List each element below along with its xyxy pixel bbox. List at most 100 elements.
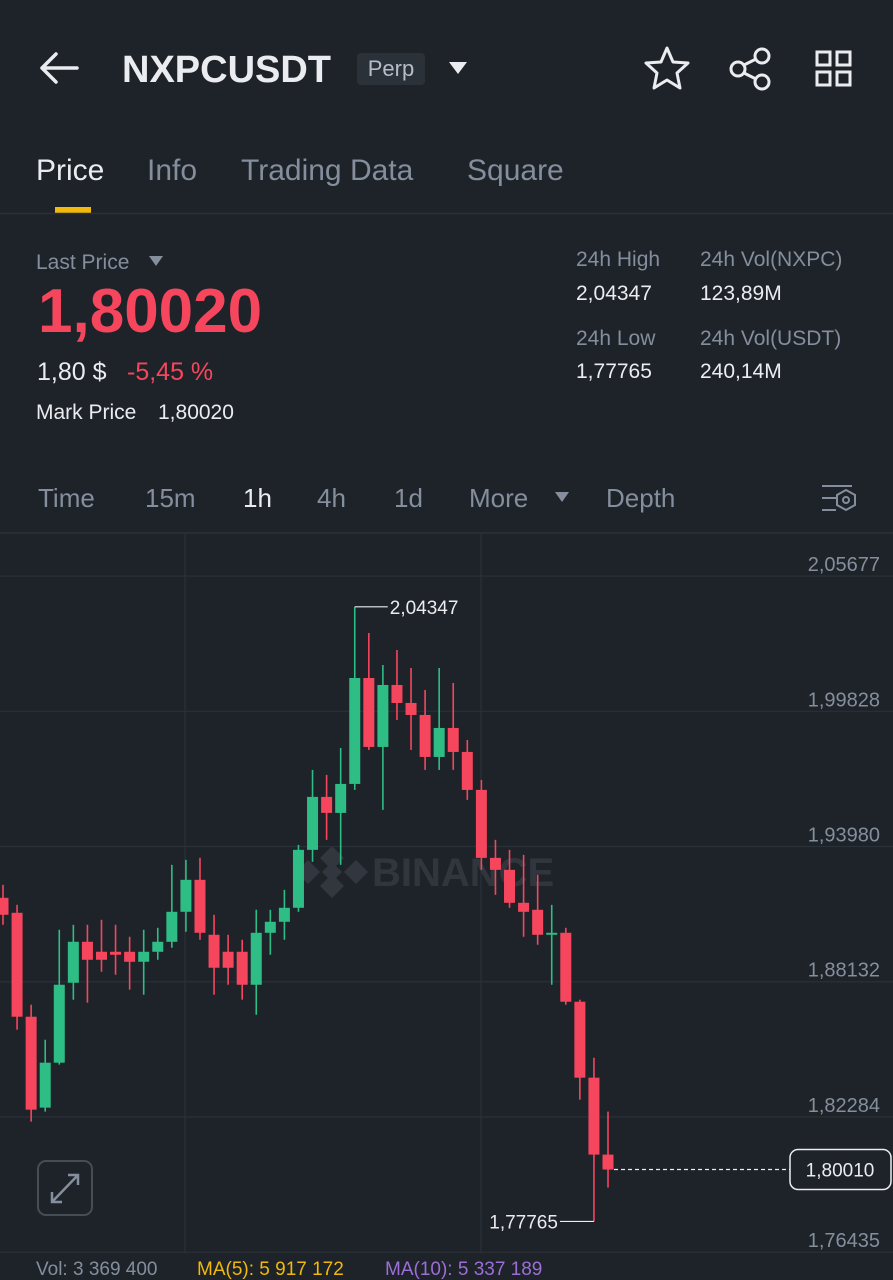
candle-body [489,857,501,870]
candle-body [349,677,361,784]
watermark-logo [296,846,368,898]
low-label: 24h Low [576,327,656,350]
y-tick-label: 1,99828 [808,689,880,711]
menu-icon[interactable] [815,50,852,87]
badge-bg [357,53,425,85]
symbol[interactable]: NXPCUSDT [122,49,331,91]
candle-body [25,1016,37,1110]
ma10-label: MA(10): 5 337 189 [385,1259,542,1280]
ma5-label: MA(5): 5 917 172 [197,1259,344,1280]
vol-quote-value: 240,14M [700,360,782,383]
candle-body [588,1077,600,1155]
candle-body [53,984,65,1063]
low-value: 1,77765 [576,360,652,383]
interval[interactable]: 1h [243,483,272,513]
candle-body [81,941,93,960]
vol-quote-label: 24h Vol(USDT) [700,327,841,350]
candle-body [335,783,347,813]
candle-body [602,1154,614,1170]
candle-body [391,684,403,703]
interval[interactable]: 4h [317,483,346,513]
candle-body [166,911,178,942]
mark-price: 1,80020 [158,401,234,424]
candle-body [236,951,248,985]
candle-body [461,751,473,790]
candle-body [321,796,333,813]
vol-base-value: 123,89M [700,282,782,305]
y-tick-label: 1,76435 [808,1230,880,1252]
candle-body [194,879,206,933]
candle-body [222,951,234,968]
candle-body [560,932,572,1002]
candle-body [447,727,459,752]
tab[interactable]: Trading Data [241,154,414,187]
candle-body [307,796,319,850]
high-label: 24h High [576,248,660,271]
candle-body [67,941,79,983]
candle-body [152,941,164,952]
candle-body [419,714,431,757]
candle-body [475,789,487,858]
last-price-box [789,1148,892,1191]
candle-body [377,684,389,747]
candle-body [39,1062,51,1108]
y-tick-label: 1,88132 [808,960,880,982]
last-price: 1,80020 [38,277,262,346]
candle-body [180,879,192,912]
candle-body [278,907,290,922]
badge: Perp [368,56,414,81]
candle-body [292,849,304,908]
interval[interactable]: Depth [606,483,675,513]
price-change: -5,45 % [127,358,213,386]
candle-body [250,932,262,985]
candle-body [405,702,417,715]
share-icon[interactable] [729,47,771,91]
fullscreen-button[interactable] [37,1160,93,1216]
candle-body [0,897,9,915]
usd-price: 1,80 $ [37,358,107,386]
min-label: 1,77765 [489,1212,558,1233]
last-price-label: Last Price [36,251,129,274]
interval[interactable]: Time [38,483,95,513]
max-label: 2,04347 [390,598,459,619]
candle-body [574,1001,586,1078]
tab[interactable]: Info [147,154,197,187]
y-tick-label: 2,05677 [808,554,880,576]
high-value: 2,04347 [576,282,652,305]
candle-body [532,909,544,935]
back-button[interactable] [40,52,79,84]
candle-body [208,934,220,968]
candle-body [124,951,136,962]
candle-body [518,902,530,912]
last-price-dropdown[interactable] [149,256,163,266]
candle-body [264,921,276,933]
y-tick-label: 1,93980 [808,825,880,847]
chart-settings-icon[interactable] [822,485,856,512]
candle-body [433,727,445,757]
candle-body [138,951,150,962]
candle-body [110,951,122,955]
tab[interactable]: Square [467,154,564,187]
last-price-label: 1,80010 [806,1161,875,1182]
y-tick-label: 1,82284 [808,1095,880,1117]
active-tab-indicator [55,207,91,213]
candle-body [546,932,558,935]
volume-label: Vol: 3 369 400 [36,1259,158,1280]
candle-body [504,869,516,903]
interval[interactable]: More [469,483,528,513]
mark-price-label: Mark Price [36,401,136,424]
symbol-dropdown[interactable] [449,62,467,74]
candle-body [363,677,375,747]
candle-body [95,951,107,960]
watermark: BINANCE [372,851,554,895]
more-dropdown[interactable] [555,492,569,502]
favorite-icon[interactable] [644,46,690,90]
interval[interactable]: 1d [394,483,423,513]
interval[interactable]: 15m [145,483,196,513]
candle-body [11,912,23,1017]
vol-base-label: 24h Vol(NXPC) [700,248,842,271]
tab[interactable]: Price [36,154,104,187]
